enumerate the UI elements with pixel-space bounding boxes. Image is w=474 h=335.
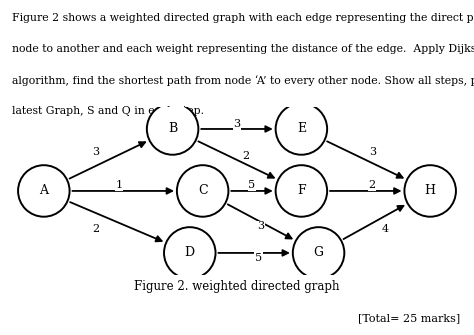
Text: node to another and each weight representing the distance of the edge.  Apply Di: node to another and each weight represen… (12, 44, 474, 54)
Ellipse shape (177, 165, 228, 217)
Ellipse shape (293, 227, 344, 279)
Text: 3: 3 (233, 119, 241, 129)
Text: D: D (185, 247, 195, 259)
Ellipse shape (276, 165, 327, 217)
Text: G: G (314, 247, 324, 259)
Text: 5: 5 (248, 180, 255, 190)
Text: Figure 2. weighted directed graph: Figure 2. weighted directed graph (134, 280, 340, 293)
Ellipse shape (404, 165, 456, 217)
Text: B: B (168, 123, 177, 135)
Text: F: F (297, 185, 306, 197)
Text: E: E (297, 123, 306, 135)
Text: 3: 3 (257, 221, 264, 231)
Text: 3: 3 (92, 147, 99, 157)
Text: H: H (425, 185, 436, 197)
Ellipse shape (276, 103, 327, 155)
Text: 2: 2 (242, 151, 249, 161)
Text: 4: 4 (382, 224, 389, 234)
Text: algorithm, find the shortest path from node ‘A’ to every other node. Show all st: algorithm, find the shortest path from n… (12, 75, 474, 86)
Text: 3: 3 (369, 147, 376, 157)
Text: Figure 2 shows a weighted directed graph with each edge representing the direct : Figure 2 shows a weighted directed graph… (12, 13, 474, 23)
Text: 1: 1 (115, 180, 122, 190)
Ellipse shape (18, 165, 70, 217)
Text: A: A (39, 185, 48, 197)
Text: latest Graph, S and Q in each step.: latest Graph, S and Q in each step. (12, 106, 204, 116)
Ellipse shape (147, 103, 198, 155)
Text: C: C (198, 185, 208, 197)
Text: 5: 5 (255, 253, 262, 263)
Ellipse shape (164, 227, 216, 279)
Text: [Total= 25 marks]: [Total= 25 marks] (357, 313, 460, 323)
Text: 2: 2 (92, 224, 99, 234)
Text: 2: 2 (369, 180, 376, 190)
